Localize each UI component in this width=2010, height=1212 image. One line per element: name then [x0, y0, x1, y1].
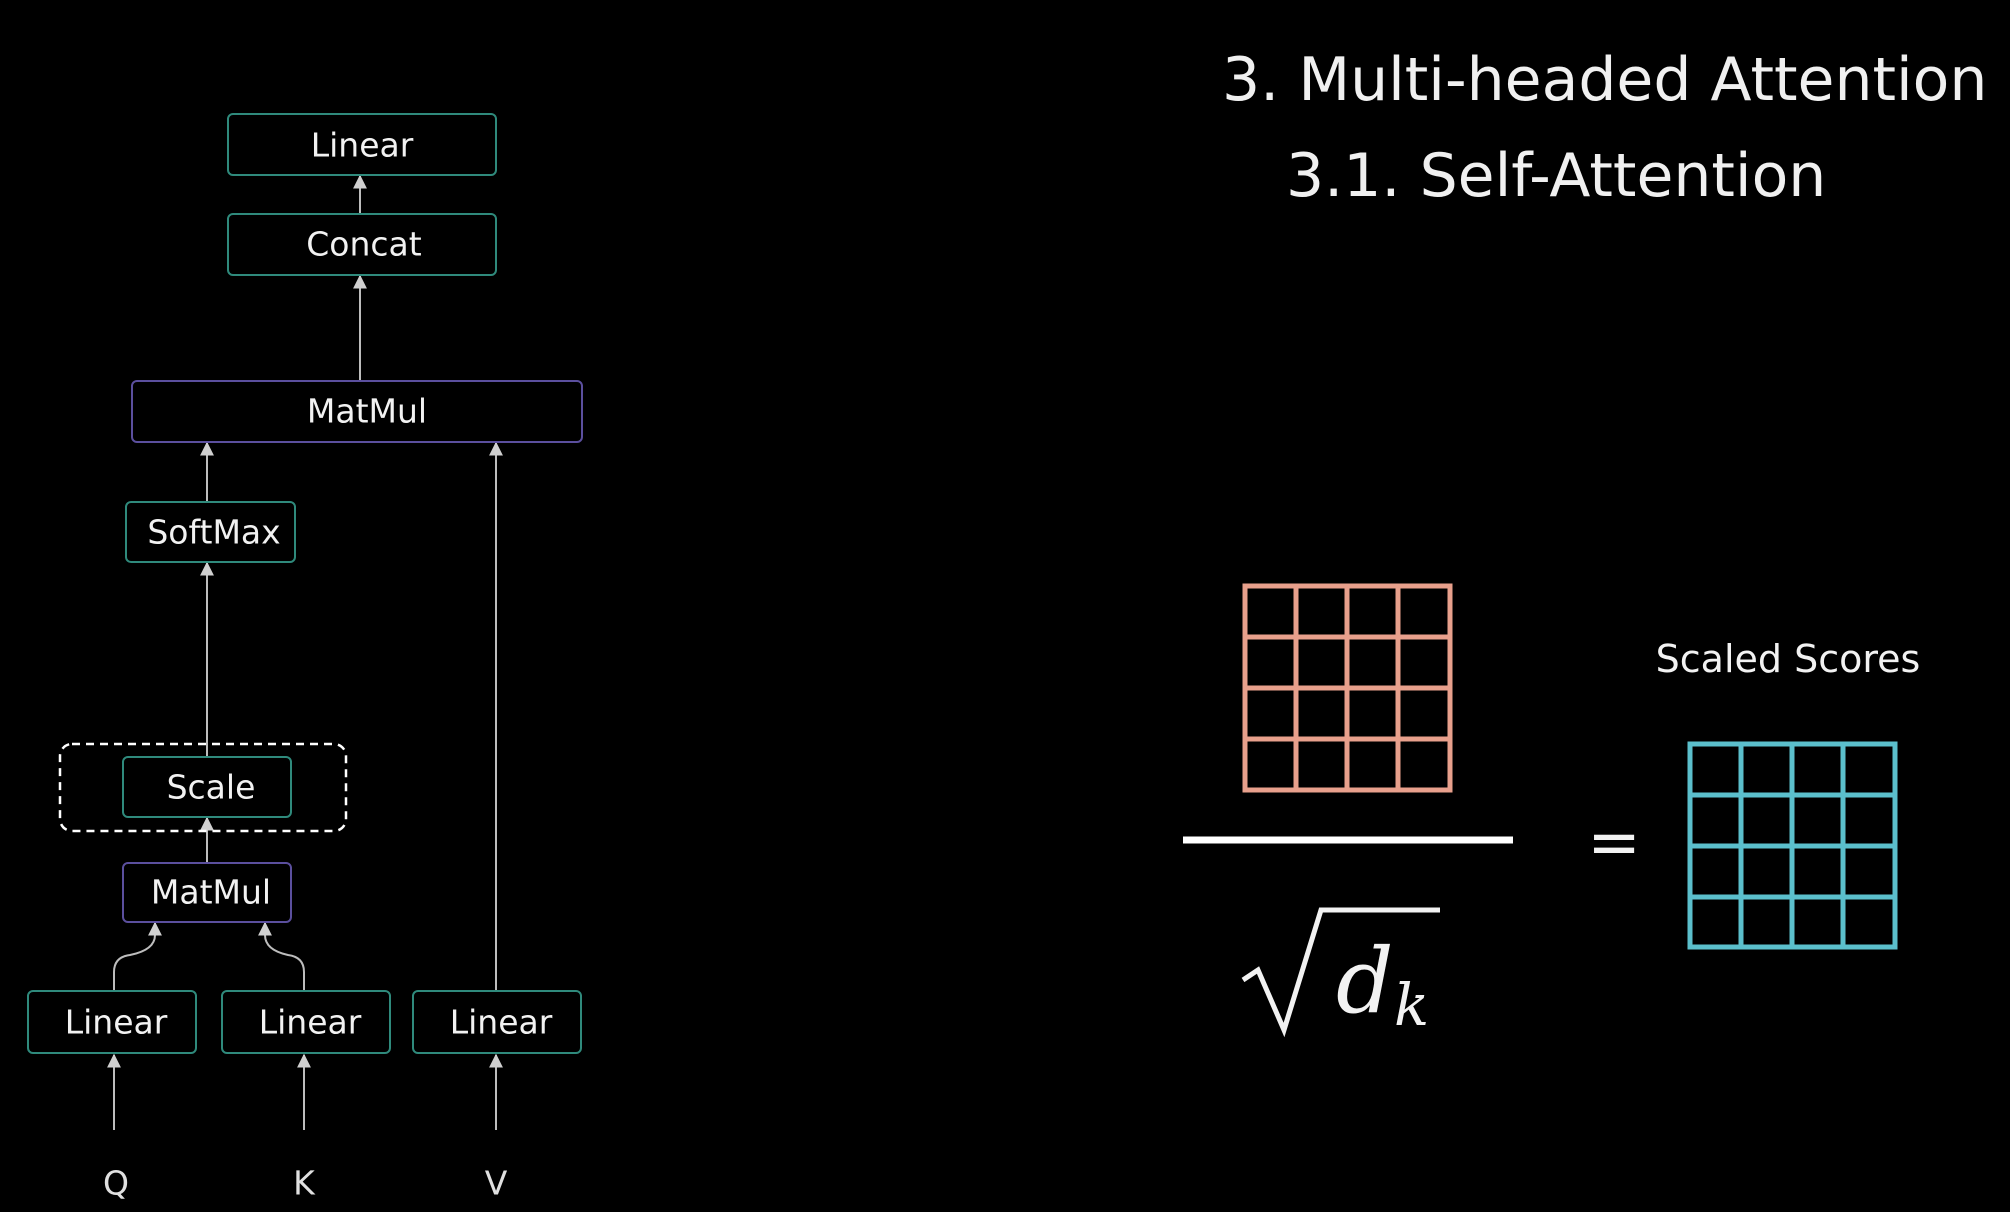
edge-linear-k-to-matmul — [258, 921, 305, 990]
node-box — [122, 756, 292, 818]
node-matmul-top: MatMul — [131, 380, 583, 443]
node-box — [131, 380, 583, 443]
input-k: K — [293, 1164, 316, 1203]
sqrt-radical-icon — [1241, 907, 1440, 1038]
input-v: V — [485, 1164, 508, 1203]
scores-matrix — [1242, 583, 1453, 793]
node-label: Linear — [311, 126, 414, 165]
slide-subtitle: 3.1. Self-Attention — [1286, 141, 1826, 211]
node-linear-k: Linear — [221, 990, 391, 1054]
node-linear-q: Linear — [27, 990, 197, 1054]
node-label: Linear — [259, 1003, 362, 1042]
node-label: Linear — [450, 1003, 553, 1042]
node-label: Concat — [306, 225, 422, 264]
denominator-symbol: d — [1336, 929, 1394, 1034]
result-label: Scaled Scores — [1656, 637, 1921, 681]
node-label: Linear — [65, 1003, 168, 1042]
input-q: Q — [103, 1164, 129, 1203]
node-linear-v: Linear — [412, 990, 582, 1054]
node-matmul-bottom: MatMul — [122, 862, 292, 923]
edge-linear-q-to-matmul — [113, 921, 162, 990]
node-box — [122, 862, 292, 923]
node-concat: Concat — [227, 213, 497, 276]
node-box — [227, 213, 497, 276]
architecture-edges — [107, 174, 503, 1130]
node-scale: Scale — [122, 756, 292, 818]
node-label: Scale — [167, 768, 256, 807]
denominator-subscript: k — [1394, 971, 1429, 1039]
node-label: SoftMax — [147, 513, 280, 552]
node-softmax: SoftMax — [125, 501, 296, 563]
node-box — [221, 990, 391, 1054]
node-box — [125, 501, 296, 563]
equals-sign: = — [1587, 806, 1641, 880]
slide-title: 3. Multi-headed Attention — [1222, 45, 1987, 115]
scaled-scores-matrix — [1687, 741, 1898, 950]
node-label: MatMul — [307, 392, 427, 431]
node-linear-out: Linear — [227, 113, 497, 176]
node-box — [412, 990, 582, 1054]
node-box — [27, 990, 197, 1054]
node-box — [227, 113, 497, 176]
denominator-sqrt-dk: d k — [1241, 907, 1440, 1039]
node-label: MatMul — [151, 873, 271, 912]
scale-highlight-frame — [58, 742, 348, 833]
